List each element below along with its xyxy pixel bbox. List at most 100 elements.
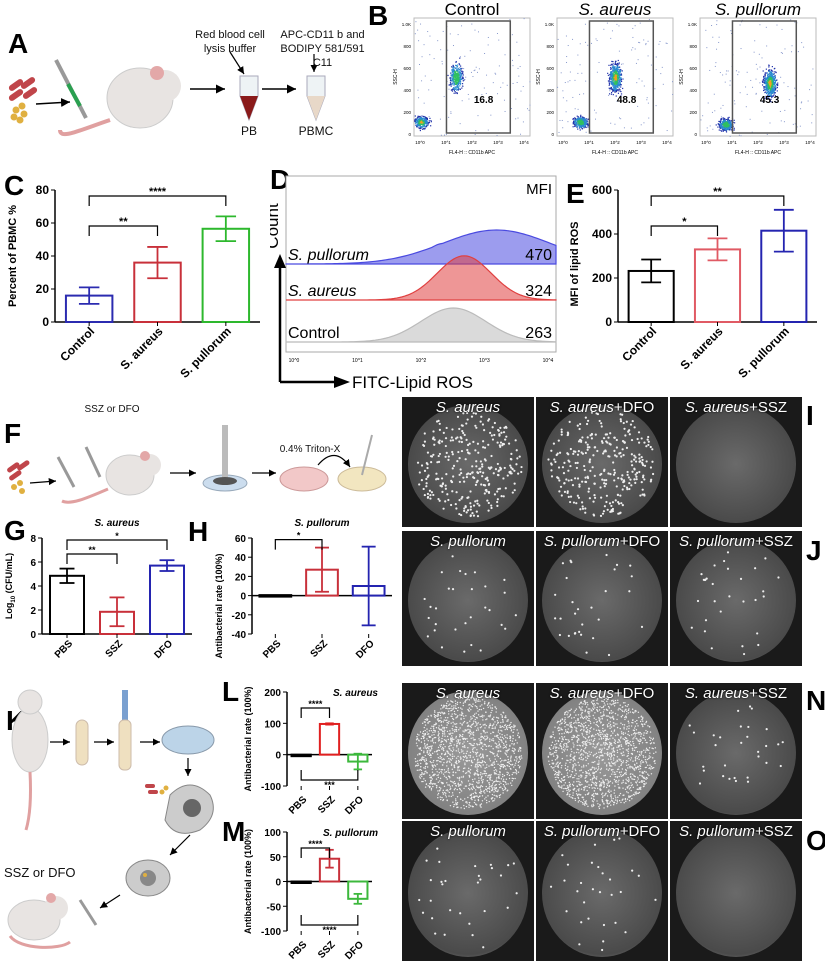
- flow-event: [774, 88, 776, 90]
- flow-event: [800, 108, 802, 110]
- colony: [477, 714, 480, 716]
- colony: [470, 761, 473, 763]
- petri-dish-icon: [279, 466, 329, 492]
- colony: [452, 708, 454, 710]
- colony: [460, 437, 463, 440]
- colony: [462, 799, 464, 802]
- colony: [439, 780, 441, 782]
- flow-event: [452, 70, 454, 72]
- flow-event: [609, 90, 611, 92]
- colony: [449, 703, 451, 705]
- colony: [456, 746, 458, 748]
- y-tick-label: 200: [546, 110, 554, 115]
- colony: [439, 711, 441, 714]
- flow-event: [610, 122, 612, 124]
- colony: [440, 787, 442, 789]
- flow-event: [722, 125, 724, 127]
- colony: [472, 440, 475, 443]
- colony: [599, 473, 602, 476]
- flow-event: [809, 89, 811, 91]
- flow-event: [770, 90, 772, 92]
- colony: [458, 752, 461, 754]
- flow-event: [615, 68, 617, 70]
- x-tick-label: 10^4: [519, 140, 529, 145]
- plate-label: S. pullorum+SSZ: [670, 533, 802, 550]
- flow-event: [770, 84, 772, 87]
- flow-event: [458, 81, 460, 83]
- x-tick-label: 10^0: [415, 140, 425, 145]
- colony: [419, 768, 422, 771]
- flow-event: [720, 116, 722, 118]
- colony: [487, 774, 489, 777]
- flow-event: [612, 77, 614, 79]
- colony: [493, 794, 495, 797]
- flow-event: [610, 93, 613, 95]
- reagent-label-triton: 0.4% Triton-X: [279, 444, 341, 455]
- flow-event: [578, 122, 580, 124]
- flow-event: [616, 84, 618, 87]
- colony: [491, 793, 494, 796]
- colony: [501, 718, 504, 721]
- colony: [484, 767, 486, 769]
- flow-event: [615, 63, 617, 66]
- flow-event: [612, 90, 614, 92]
- colony: [470, 759, 473, 762]
- colony: [601, 512, 605, 515]
- colony: [563, 490, 567, 494]
- flow-event: [608, 94, 610, 96]
- flow-event: [419, 115, 421, 118]
- colony: [465, 757, 468, 759]
- flow-event: [776, 90, 778, 92]
- colony: [431, 745, 433, 747]
- petri-dish: [542, 539, 662, 662]
- colony: [512, 731, 515, 734]
- colony: [471, 512, 474, 515]
- flow-event: [484, 52, 486, 54]
- colony: [647, 435, 650, 439]
- flow-event: [425, 117, 427, 120]
- flow-event: [722, 117, 724, 119]
- flow-event: [610, 88, 612, 90]
- flow-event: [733, 119, 735, 121]
- flow-event: [452, 78, 454, 81]
- flow-event: [722, 123, 724, 125]
- flow-event: [452, 73, 455, 75]
- colony: [474, 449, 477, 452]
- colony: [448, 784, 451, 786]
- flow-event: [583, 127, 585, 129]
- colony: [451, 750, 454, 753]
- flow-event: [763, 98, 766, 100]
- flow-event: [574, 122, 576, 124]
- flow-event: [630, 127, 632, 129]
- colony: [484, 606, 487, 609]
- flow-event: [771, 89, 774, 91]
- colony: [510, 458, 513, 461]
- colony: [641, 488, 644, 491]
- colony: [563, 461, 566, 465]
- colony: [558, 479, 561, 482]
- flow-event: [425, 126, 428, 128]
- flow-plot-title: S. pullorum: [715, 0, 801, 19]
- flow-event: [753, 51, 755, 53]
- flow-event: [776, 83, 779, 86]
- colony: [423, 750, 425, 752]
- colony: [480, 806, 482, 808]
- flow-event: [615, 69, 617, 71]
- flow-event: [580, 126, 583, 128]
- colony: [594, 433, 597, 436]
- flow-event: [578, 118, 580, 120]
- flow-event: [450, 66, 453, 68]
- colony: [486, 787, 489, 790]
- panel-letter-h: H: [188, 516, 209, 547]
- flow-event: [577, 122, 579, 124]
- flow-event: [745, 106, 747, 108]
- flow-event: [791, 51, 793, 53]
- flow-event: [615, 70, 617, 72]
- colony: [424, 745, 426, 747]
- flow-event: [771, 66, 773, 68]
- flow-event: [423, 128, 425, 130]
- panel-letter-a: A: [8, 28, 29, 59]
- flow-event: [566, 61, 568, 63]
- flow-event: [617, 85, 619, 87]
- flow-event: [585, 120, 587, 122]
